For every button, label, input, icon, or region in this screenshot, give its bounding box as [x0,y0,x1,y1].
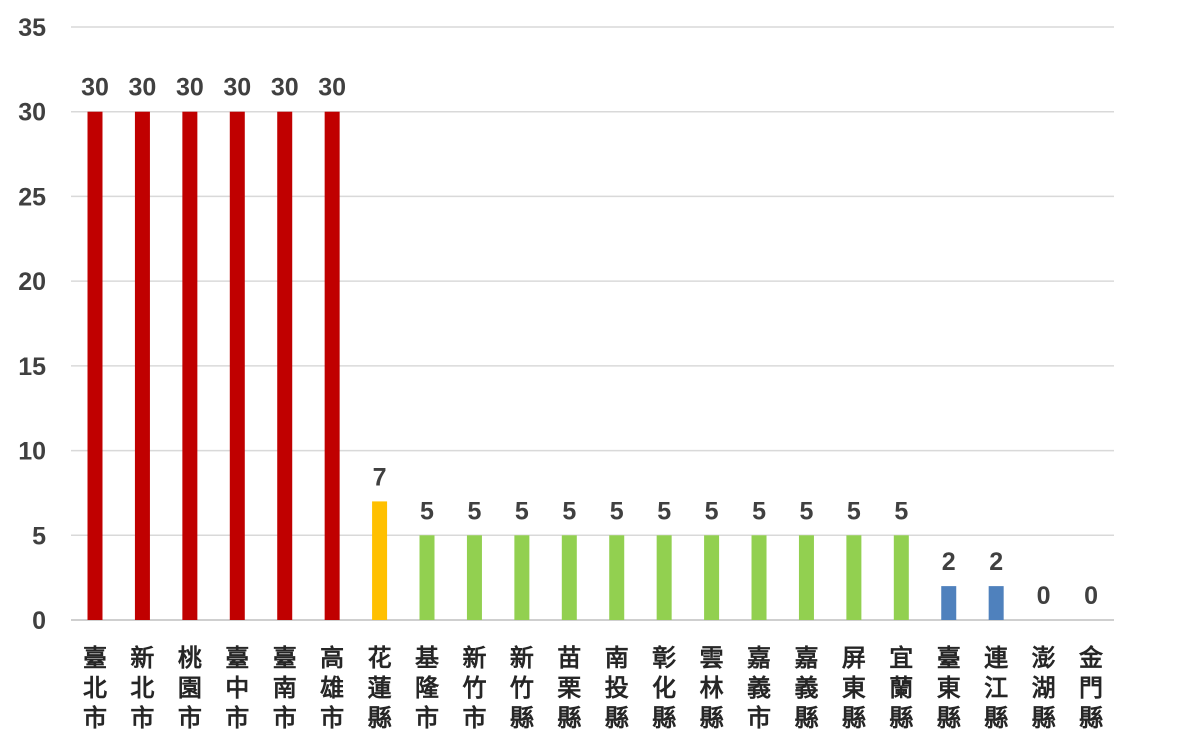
x-axis-categories: 臺北市新北市桃園市臺中市臺南市高雄市花蓮縣基隆市新竹市新竹縣苗栗縣南投縣彰化縣雲… [83,644,1104,732]
y-tick-label: 35 [18,14,46,42]
data-label: 7 [373,463,387,491]
category-label: 高雄市 [319,644,344,732]
bar [87,111,103,620]
bar [182,111,198,620]
data-label: 5 [847,497,861,525]
y-tick-label: 5 [32,522,46,550]
bar [941,586,957,620]
data-label: 5 [515,497,529,525]
category-label: 南投縣 [605,644,629,732]
category-label: 嘉義市 [747,644,771,732]
category-label: 嘉義縣 [794,644,818,732]
data-label: 5 [420,497,434,525]
data-label: 0 [1037,582,1051,610]
data-label: 5 [467,497,481,525]
category-label: 宜蘭縣 [889,644,913,732]
gridlines [71,26,1114,621]
data-label: 2 [942,548,956,576]
category-label: 苗栗縣 [557,644,581,732]
category-label: 澎湖縣 [1032,644,1056,732]
data-label: 5 [610,497,624,525]
data-label: 5 [752,497,766,525]
bar [561,535,577,620]
data-label: 0 [1084,582,1098,610]
category-label: 臺東縣 [937,644,961,732]
category-label: 新北市 [130,644,154,732]
data-label: 5 [562,497,576,525]
bar [514,535,530,620]
category-label: 基隆市 [415,644,440,732]
bar [988,586,1004,620]
bars [87,111,1004,620]
bar [656,535,672,620]
bar [893,535,909,620]
data-label: 30 [176,74,204,102]
data-label: 30 [271,74,299,102]
y-tick-label: 10 [18,438,46,466]
bar [277,111,293,620]
data-label: 30 [129,74,157,102]
category-label: 雲林縣 [700,644,724,732]
category-label: 花蓮縣 [368,644,392,732]
y-axis-ticks: 0 5 10 15 20 25 30 35 [18,14,46,635]
data-label: 30 [223,74,251,102]
category-label: 臺中市 [225,644,249,732]
category-label: 彰化縣 [652,644,676,732]
bar [419,535,435,620]
bar [324,111,340,620]
data-label: 5 [705,497,719,525]
data-label: 5 [799,497,813,525]
category-label: 金門縣 [1078,644,1104,732]
category-label: 屏東縣 [842,644,866,732]
category-label: 新竹市 [461,644,486,732]
data-label: 5 [657,497,671,525]
category-label: 臺南市 [273,644,297,732]
bar [372,501,388,620]
data-labels: 30 30 30 30 30 30 7 5 5 5 5 5 5 5 5 5 5 5 2 2 0 0 [81,74,1098,610]
category-label: 臺北市 [83,644,107,732]
bar [798,535,814,620]
category-label: 新竹縣 [509,644,534,732]
y-tick-label: 20 [18,268,46,296]
y-tick-label: 0 [32,607,46,635]
bar [466,535,482,620]
data-label: 30 [318,74,346,102]
bar [609,535,625,620]
y-tick-label: 25 [18,183,46,211]
bar [846,535,862,620]
data-label: 30 [81,74,109,102]
data-label: 5 [894,497,908,525]
data-label: 2 [989,548,1003,576]
y-tick-label: 30 [18,99,46,127]
bar [229,111,245,620]
y-tick-label: 15 [18,353,46,381]
bar [751,535,767,620]
category-label: 桃園市 [178,644,202,732]
bar [704,535,720,620]
category-label: 連江縣 [984,644,1009,732]
bar [134,111,150,620]
